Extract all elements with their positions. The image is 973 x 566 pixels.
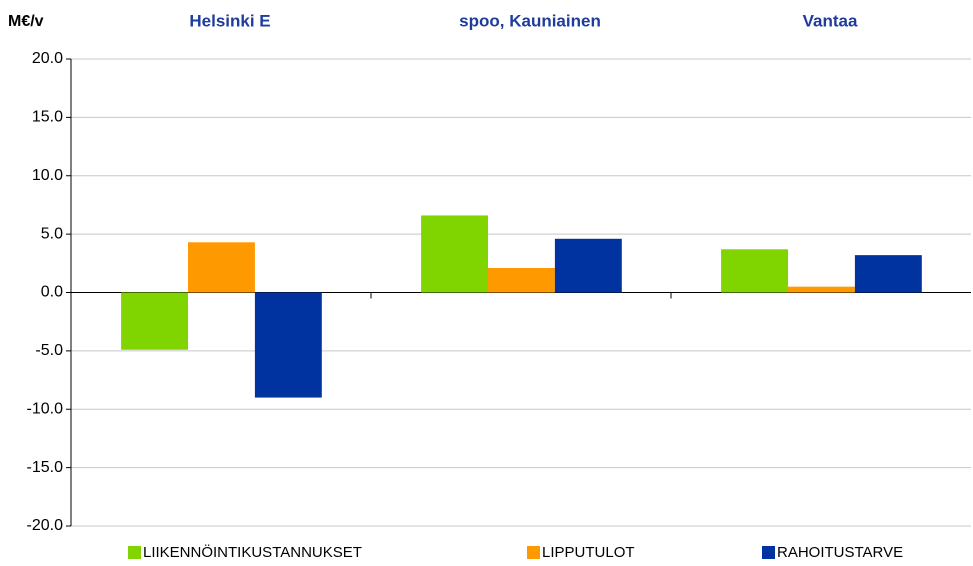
bar bbox=[854, 255, 922, 293]
bar bbox=[788, 286, 855, 293]
bar bbox=[721, 249, 788, 293]
category-label: Vantaa bbox=[803, 11, 858, 30]
legend-label: RAHOITUSTARVE bbox=[777, 544, 903, 561]
legend-swatch bbox=[762, 546, 775, 559]
legend-label: LIPPUTULOT bbox=[542, 544, 635, 561]
bar bbox=[488, 267, 555, 293]
legend-label: LIIKENNÖINTIKUSTANNUKSET bbox=[143, 543, 362, 561]
y-axis-label: M€/v bbox=[8, 13, 44, 30]
bar bbox=[254, 292, 322, 398]
y-tick-label: 10.0 bbox=[32, 167, 63, 184]
y-tick-label: -20.0 bbox=[27, 517, 64, 534]
bar bbox=[554, 238, 622, 293]
bar bbox=[421, 215, 488, 293]
bar bbox=[188, 242, 255, 293]
legend-swatch bbox=[527, 546, 540, 559]
legend-swatch bbox=[128, 546, 141, 559]
y-tick-label: -10.0 bbox=[27, 400, 64, 417]
y-tick-label: 20.0 bbox=[32, 50, 63, 67]
y-tick-label: -15.0 bbox=[27, 459, 64, 476]
y-tick-label: 0.0 bbox=[41, 284, 63, 301]
category-label: Helsinki E bbox=[189, 11, 270, 30]
y-tick-label: -5.0 bbox=[35, 342, 63, 359]
y-tick-label: 15.0 bbox=[32, 109, 63, 126]
bar bbox=[121, 292, 188, 350]
category-label: spoo, Kauniainen bbox=[459, 11, 601, 30]
y-tick-label: 5.0 bbox=[41, 225, 63, 242]
